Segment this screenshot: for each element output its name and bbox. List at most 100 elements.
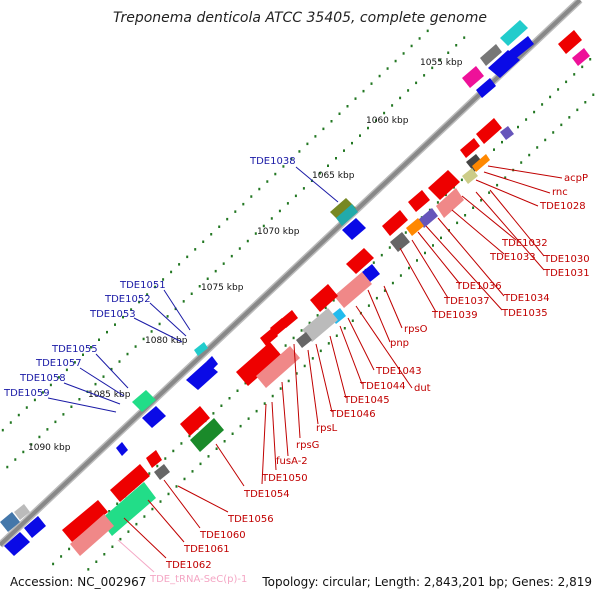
guide-dot	[416, 259, 418, 262]
guide-dot	[266, 180, 269, 183]
gene-label[interactable]: rpsL	[316, 423, 338, 434]
guide-dot	[82, 353, 84, 356]
guide-dot	[262, 224, 265, 228]
gene-box	[14, 504, 30, 520]
tick-1075: 1075 kbp	[201, 283, 244, 293]
guide-dot	[383, 111, 386, 115]
guide-dot	[239, 424, 242, 428]
gene-label[interactable]: TDE1045	[343, 395, 390, 406]
gene-arrow	[508, 36, 534, 60]
guide-dot	[388, 246, 391, 249]
guide-dot	[592, 93, 595, 96]
guide-dot	[172, 449, 175, 453]
gene-label[interactable]: TDE1043	[375, 366, 422, 377]
gene-label[interactable]: TDE1034	[503, 293, 550, 304]
guide-dot	[138, 300, 141, 304]
gene-label[interactable]: dut	[414, 383, 431, 394]
gene-box	[190, 418, 224, 452]
guide-dot	[263, 402, 266, 405]
guide-dot	[544, 138, 547, 142]
gene-label[interactable]: TDE1032	[501, 238, 548, 249]
guide-dot	[254, 232, 257, 235]
guide-dot	[460, 178, 463, 182]
guide-dot	[335, 334, 338, 337]
gene-label[interactable]: TDE1052	[104, 294, 151, 305]
gene-label[interactable]: TDE_tRNA-SeC(p)-1	[149, 574, 247, 585]
gene-arrow	[408, 190, 430, 212]
guide-dot	[220, 404, 223, 407]
guide-dot	[230, 254, 233, 258]
guide-dot	[576, 108, 579, 112]
gene-label[interactable]: TDE1028	[539, 201, 586, 212]
guide-dot	[95, 560, 98, 563]
guide-dot	[103, 553, 106, 556]
gene-label[interactable]: TDE1054	[243, 489, 290, 500]
gene-label[interactable]: TDE1058	[19, 373, 66, 384]
gene-label[interactable]: pnp	[390, 338, 409, 349]
guide-dot	[314, 135, 317, 138]
gene-label[interactable]: TDE1036	[455, 281, 502, 292]
gene-label[interactable]: fusA-2	[276, 456, 308, 467]
guide-dot	[14, 458, 17, 461]
guide-dot	[244, 381, 247, 385]
gene-label[interactable]: TDE1044	[359, 381, 406, 392]
guide-dot	[223, 440, 226, 443]
gene-label[interactable]: TDE1035	[501, 308, 548, 319]
guide-dot	[455, 44, 458, 47]
guide-dot	[33, 398, 36, 402]
guide-dot	[199, 462, 202, 466]
guide-dot	[306, 142, 309, 146]
guide-dot	[116, 502, 119, 505]
guide-dot	[234, 210, 237, 213]
guide-dot	[164, 457, 167, 460]
gene-box	[132, 390, 156, 412]
guide-dot	[439, 59, 442, 62]
gene-label[interactable]: TDE1038	[249, 156, 296, 167]
gene-label[interactable]: TDE1061	[183, 544, 230, 555]
gene-label[interactable]: TDE1059	[3, 388, 50, 399]
gene-label[interactable]: TDE1062	[165, 560, 212, 571]
gene-label[interactable]: TDE1060	[199, 530, 246, 541]
gene-label[interactable]: rpsO	[404, 324, 428, 335]
gene-label[interactable]: rpsG	[296, 440, 319, 451]
guide-dot	[418, 37, 421, 40]
guide-dot	[134, 345, 137, 348]
guide-dot	[501, 140, 503, 144]
gene-arrow	[310, 284, 338, 312]
guide-dot	[300, 329, 303, 332]
guide-dot	[436, 201, 439, 204]
guide-dot	[375, 296, 378, 300]
gene-label[interactable]: acpP	[564, 173, 588, 184]
gene-label[interactable]: TDE1051	[119, 280, 166, 291]
guide-dot	[447, 51, 450, 54]
guide-dot	[286, 202, 289, 205]
gene-label[interactable]: TDE1046	[329, 409, 376, 420]
gene-box	[256, 346, 300, 388]
guide-dot	[290, 157, 293, 161]
gene-label[interactable]: TDE1055	[51, 344, 98, 355]
gene-label[interactable]: rnc	[552, 187, 568, 198]
guide-dot	[218, 225, 221, 228]
gene-label[interactable]: TDE1050	[261, 473, 308, 484]
gene-label[interactable]: TDE1039	[431, 310, 478, 321]
gene-label[interactable]: TDE1037	[443, 296, 490, 307]
gene-label[interactable]: TDE1057	[35, 358, 82, 369]
gene-arrow	[146, 450, 162, 468]
guide-dot	[57, 376, 60, 379]
guide-dot	[308, 321, 311, 325]
gene-box	[296, 332, 312, 348]
guide-dot	[1, 428, 4, 432]
gene-label[interactable]: TDE1033	[489, 252, 536, 263]
gene-arrow	[382, 210, 408, 236]
gene-label[interactable]: TDE1056	[227, 514, 274, 525]
guide-dot	[108, 510, 111, 513]
gene-label[interactable]: TDE1053	[89, 309, 136, 320]
guide-dot	[106, 330, 108, 334]
gene-label[interactable]: TDE1030	[543, 254, 590, 265]
guide-dot	[440, 236, 442, 240]
guide-dot	[102, 375, 105, 378]
guide-dot	[298, 150, 301, 153]
tick-1070: 1070 kbp	[257, 227, 300, 237]
gene-label[interactable]: TDE1031	[543, 268, 590, 279]
outer-track-features	[0, 20, 534, 556]
